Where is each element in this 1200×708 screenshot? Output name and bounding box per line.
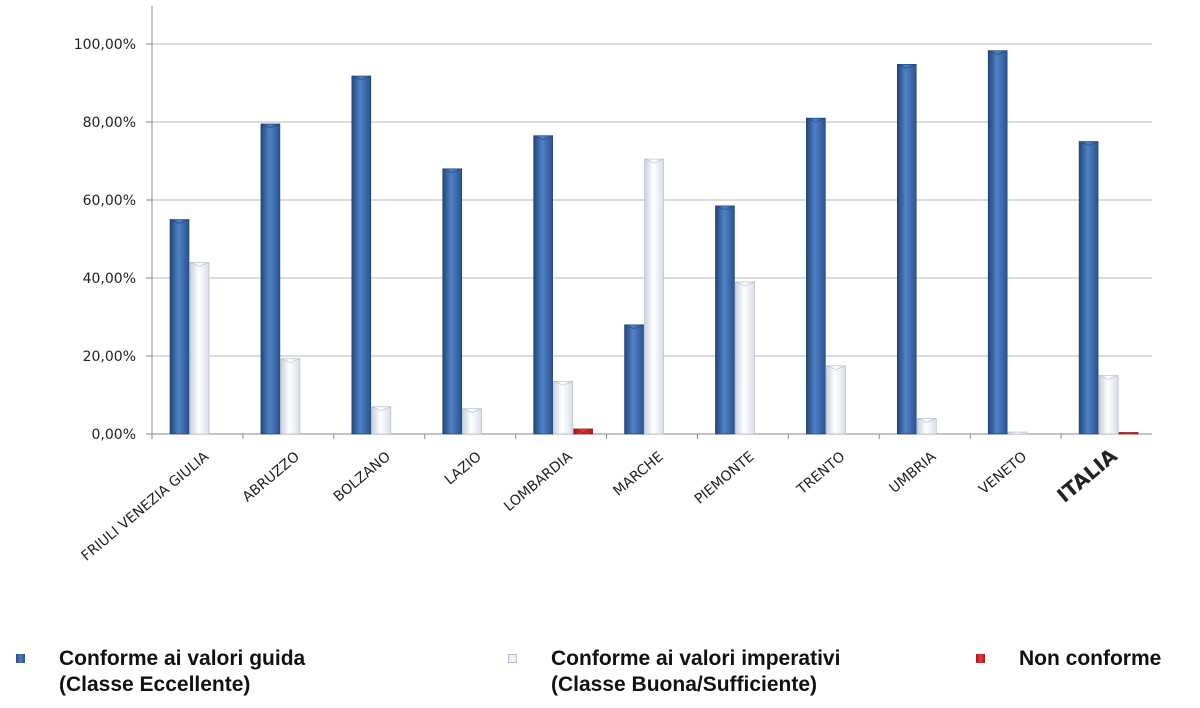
bar-cap-guida	[715, 205, 735, 211]
bar-cap-imperativi	[1098, 375, 1119, 380]
legend-item-imperativi: Conforme ai valori imperativi (Classe Bu…	[508, 646, 840, 706]
bar-guida	[896, 63, 917, 435]
legend-item-non-conforme: Non conforme	[976, 646, 1161, 706]
bar-non-conforme	[1118, 432, 1139, 435]
bar-imperativi	[916, 418, 937, 435]
bar-imperativi	[735, 281, 755, 435]
bar-guida	[442, 168, 463, 435]
legend-label-guida: Conforme ai valori guida (Classe Eccelle…	[59, 646, 305, 698]
x-tick-label: LOMBARDIA	[501, 449, 576, 515]
legend-label-guida-line2: (Classe Eccellente)	[59, 673, 251, 696]
y-tick-label: 0,00%	[92, 427, 136, 443]
bar-imperativi	[189, 262, 210, 435]
bar-cap-guida	[897, 63, 917, 69]
x-tick-label: PIEMONTE	[692, 449, 758, 508]
x-tick-label: ITALIA	[1052, 443, 1122, 507]
legend-label-non-conforme-line1: Non conforme	[1019, 647, 1162, 670]
x-tick-label: BOLZANO	[331, 449, 394, 506]
legend-swatch-imperativi	[508, 654, 517, 663]
y-tick-label: 80,00%	[83, 115, 136, 131]
y-tick-label: 100,00%	[74, 37, 136, 53]
bar-guida	[351, 75, 372, 435]
bar-non-conforme	[573, 428, 593, 435]
bar-imperativi	[644, 158, 664, 435]
bar-cap-imperativi	[371, 406, 391, 412]
bar-imperativi	[1007, 431, 1028, 435]
bar-cap-guida	[260, 123, 281, 129]
bar-guida	[715, 205, 735, 435]
bar-guida	[169, 219, 190, 435]
bar-guida	[260, 123, 281, 435]
bar-cap-imperativi	[553, 380, 573, 386]
x-tick-label: TRENTO	[794, 449, 849, 499]
bar-cap-guida	[169, 219, 190, 224]
bar-imperativi	[553, 381, 573, 435]
x-tick-label: MARCHE	[610, 449, 666, 500]
bar-cap-guida	[533, 135, 553, 141]
bar-imperativi	[280, 358, 301, 435]
bar-cap-imperativi	[644, 158, 664, 164]
x-tick-label: LAZIO	[442, 449, 485, 489]
x-tick-label: ABRUZZO	[240, 449, 303, 506]
bar-imperativi	[1098, 375, 1119, 435]
bar-guida	[987, 50, 1008, 435]
chart-svg: 0,00% 20,00% 40,00% 60,00% 80,00% 100,00% FRIU…	[74, 6, 1152, 565]
bar-cap-guida	[806, 117, 826, 123]
bar-cap-imperativi	[735, 281, 755, 287]
bar-cap-guida	[351, 75, 371, 81]
bar-imperativi	[371, 406, 392, 435]
bar-cap-imperativi	[917, 418, 937, 423]
x-tick-label: VENETO	[976, 449, 1030, 498]
legend-label-guida-line1: Conforme ai valori guida	[59, 647, 306, 670]
y-tick-label: 20,00%	[83, 349, 136, 365]
legend-item-guida: Conforme ai valori guida (Classe Eccelle…	[16, 646, 305, 706]
bar-imperativi	[462, 408, 483, 435]
legend-label-non-conforme: Non conforme	[1019, 646, 1161, 672]
bar-chart: 0,00% 20,00% 40,00% 60,00% 80,00% 100,00% FRIU…	[74, 6, 1152, 565]
bar-guida	[624, 324, 644, 435]
x-tick-label: UMBRIA	[887, 449, 940, 497]
legend-swatch-guida	[16, 654, 25, 663]
bar-guida	[806, 117, 826, 435]
x-tick-label: FRIULI VENEZIA GIULIA	[79, 449, 213, 565]
legend-label-imperativi-line1: Conforme ai valori imperativi	[551, 647, 841, 670]
bar-cap-guida	[988, 50, 1008, 56]
y-tick-label: 40,00%	[83, 271, 136, 287]
legend-label-imperativi-line2: (Classe Buona/Sufficiente)	[551, 673, 818, 696]
bar-cap-guida	[624, 324, 644, 330]
legend-swatch-non-conforme	[976, 654, 985, 663]
bar-cap-imperativi	[189, 262, 210, 267]
bar-cap-guida	[442, 168, 462, 174]
bar-cap-imperativi	[826, 365, 846, 371]
bar-cap-guida	[1078, 141, 1099, 146]
bar-cap-non-conforme	[573, 428, 593, 434]
bar-guida	[1078, 141, 1099, 435]
bar-guida	[533, 135, 553, 435]
bar-cap-imperativi	[280, 358, 301, 364]
bar-cap-imperativi	[462, 408, 482, 414]
y-tick-label: 60,00%	[83, 193, 136, 209]
legend-label-imperativi: Conforme ai valori imperativi (Classe Bu…	[551, 646, 840, 698]
bar-imperativi	[826, 365, 846, 435]
